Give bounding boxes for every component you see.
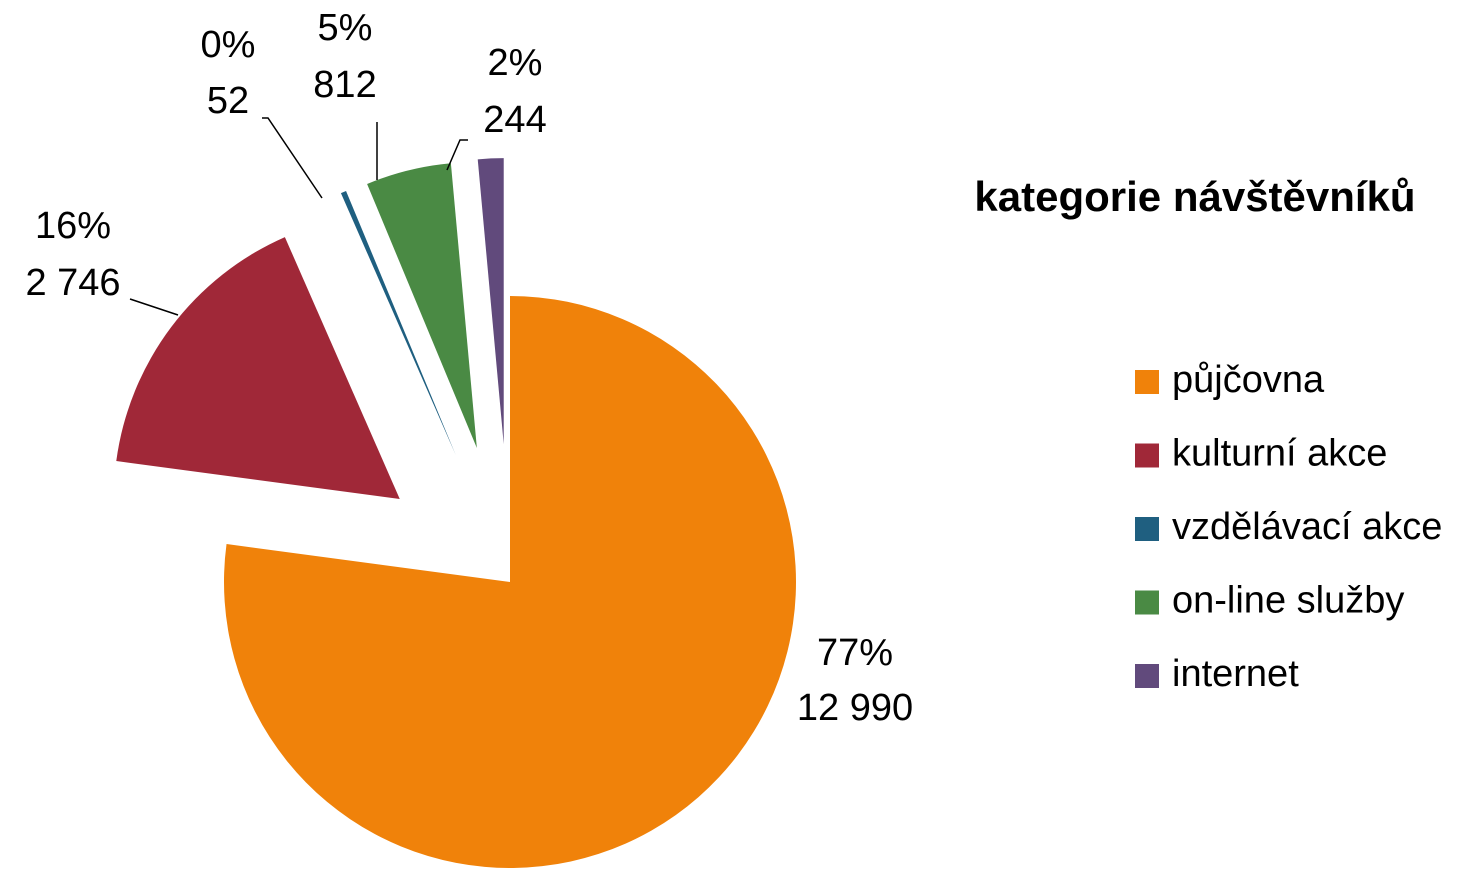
legend-title: kategorie návštěvníků [974,173,1415,220]
value-label: 2 746 [25,262,120,304]
percentage-label: 77% [817,632,893,674]
legend-swatch [1135,443,1159,468]
legend-label: půjčovna [1172,359,1325,401]
legend-swatch [1135,517,1159,541]
leader-line [446,139,468,171]
legend-swatch [1135,590,1159,615]
pie-slice [477,158,504,445]
value-label: 52 [207,80,249,122]
percentage-label: 2% [488,42,543,84]
percentage-label: 16% [35,205,111,247]
pie-slice [223,296,797,868]
pie-slice [116,237,400,499]
pie-slice [340,190,456,456]
pie-slice [367,163,477,449]
percentage-label: 0% [201,24,256,66]
leader-line [262,117,323,199]
legend-swatch [1135,370,1159,394]
value-label: 812 [313,64,376,106]
leader-line [129,298,179,316]
legend-label: kulturní akce [1172,433,1387,475]
legend-swatch [1135,664,1159,688]
legend-label: on-line služby [1172,580,1404,622]
value-label: 244 [483,99,546,141]
legend-label: vzdělávací akce [1172,506,1442,548]
value-label: 12 990 [797,687,913,729]
legend-label: internet [1172,653,1299,695]
percentage-label: 5% [318,7,373,49]
